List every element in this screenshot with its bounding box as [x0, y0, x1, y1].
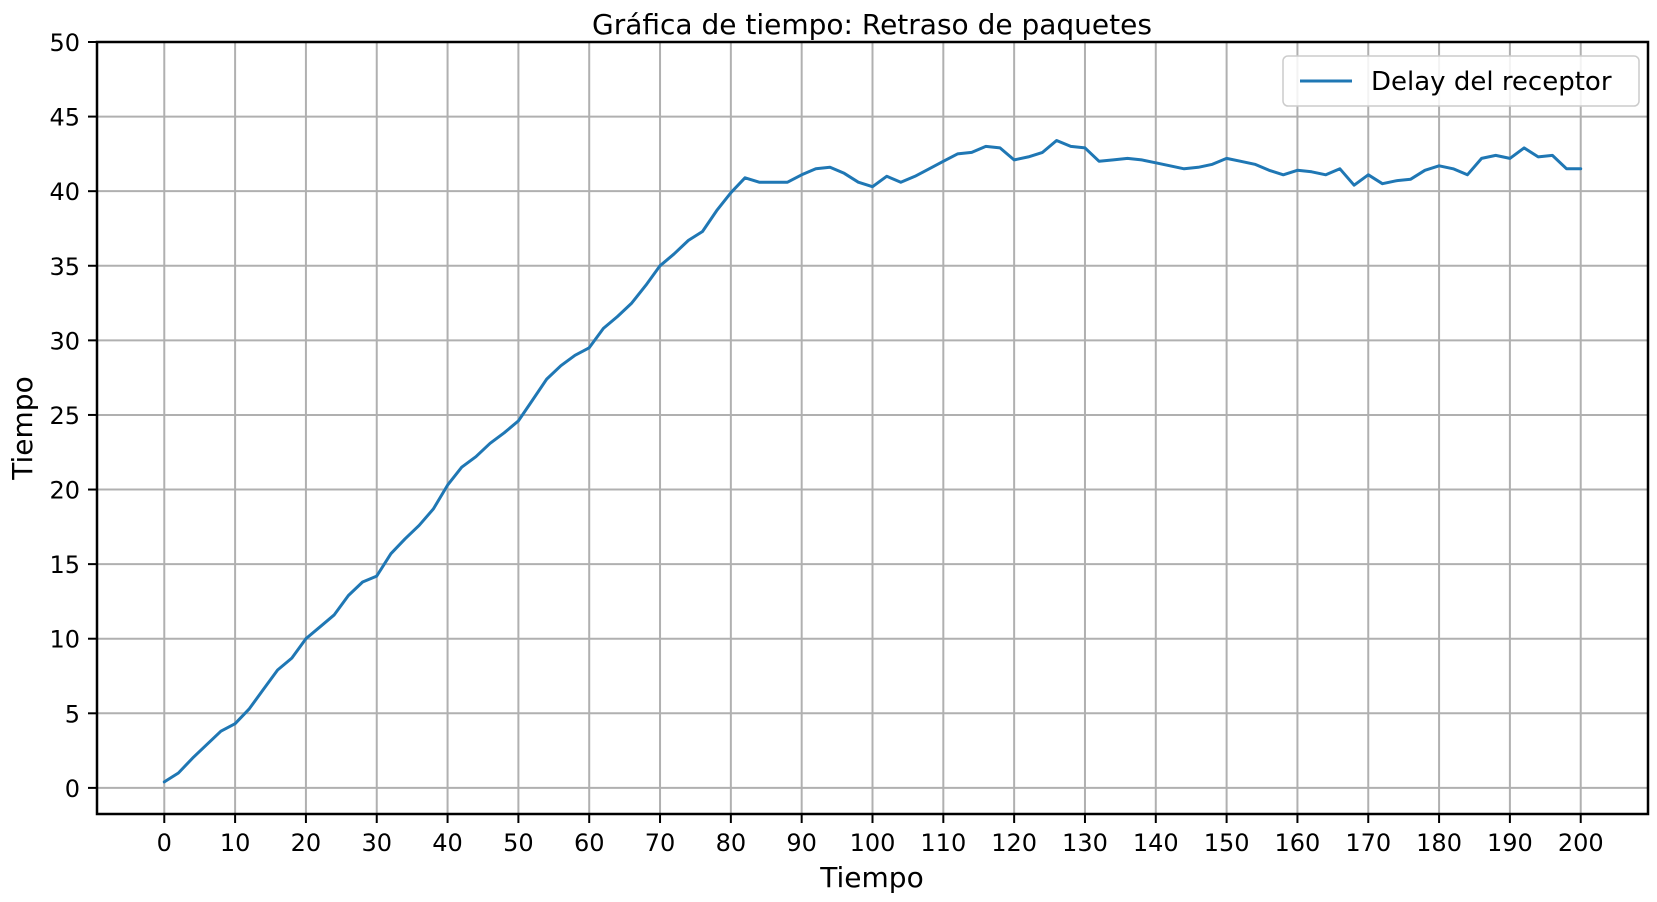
y-tick-label: 5 [65, 700, 80, 728]
y-tick-label: 15 [49, 551, 80, 579]
legend-label-delay-del-receptor: Delay del receptor [1371, 67, 1612, 97]
x-tick-label: 110 [920, 829, 966, 857]
x-tick-label: 180 [1416, 829, 1462, 857]
y-tick-label: 30 [49, 327, 80, 355]
x-tick-label: 200 [1558, 829, 1604, 857]
chart-title: Gráfica de tiempo: Retraso de paquetes [592, 8, 1152, 41]
x-tick-label: 50 [503, 829, 534, 857]
x-tick-label: 0 [157, 829, 172, 857]
x-tick-label: 100 [850, 829, 896, 857]
x-tick-label: 140 [1133, 829, 1179, 857]
legend: Delay del receptor [1282, 55, 1640, 107]
x-tick-label: 60 [574, 829, 605, 857]
x-tick-label: 20 [291, 829, 322, 857]
series-line-delay-del-receptor [162, 139, 1583, 784]
x-tick-label: 120 [991, 829, 1037, 857]
grid [97, 41, 1648, 814]
axis-ticks: 0 10 20 30 40 50 60 70 80 90 100 110 120 130 140 150 160… [49, 29, 1603, 857]
x-tick-label: 170 [1345, 829, 1391, 857]
x-axis-label: Tiempo [819, 861, 923, 894]
y-tick-label: 35 [49, 253, 80, 281]
x-tick-label: 30 [361, 829, 392, 857]
x-tick-label: 80 [716, 829, 747, 857]
x-tick-label: 160 [1275, 829, 1321, 857]
y-tick-label: 25 [49, 402, 80, 430]
y-tick-label: 40 [49, 178, 80, 206]
x-tick-label: 130 [1062, 829, 1108, 857]
y-tick-label: 45 [49, 104, 80, 132]
legend-box [1282, 55, 1640, 107]
y-axis-label: Tiempo [6, 376, 39, 480]
x-tick-label: 150 [1204, 829, 1250, 857]
x-tick-label: 10 [220, 829, 251, 857]
y-tick-label: 0 [65, 775, 80, 803]
x-tick-label: 40 [432, 829, 463, 857]
x-tick-label: 190 [1487, 829, 1533, 857]
y-tick-label: 50 [49, 29, 80, 57]
y-tick-label: 20 [49, 477, 80, 505]
series-layer [162, 139, 1583, 784]
y-tick-label: 10 [49, 626, 80, 654]
x-tick-label: 70 [645, 829, 676, 857]
x-tick-label: 90 [786, 829, 817, 857]
